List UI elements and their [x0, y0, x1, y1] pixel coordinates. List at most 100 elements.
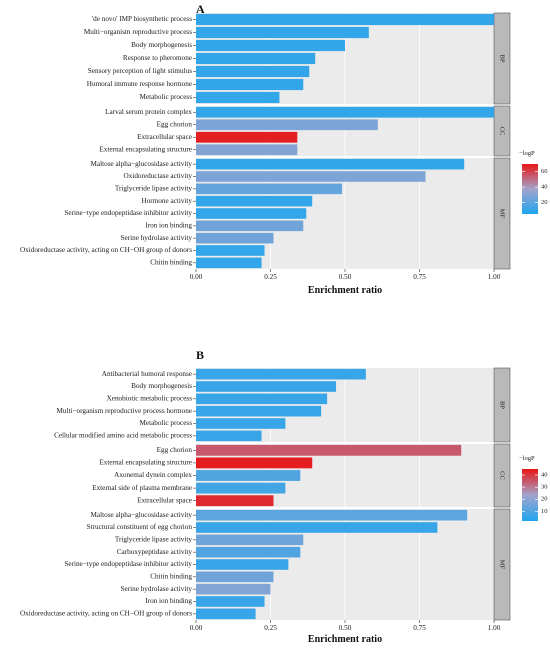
- x-tick-label: 1.00: [488, 624, 501, 632]
- facet-strip: [493, 157, 511, 270]
- bar: [196, 470, 301, 481]
- legend-title: −logP: [519, 150, 535, 157]
- legend-colorbar: [522, 164, 538, 214]
- bar: [196, 208, 307, 219]
- bar: [196, 119, 378, 131]
- bar: [196, 444, 462, 456]
- bar: [196, 13, 494, 26]
- facet-strip: [493, 12, 511, 105]
- bar: [196, 257, 262, 269]
- term-label: Serine−type endopeptidase inhibitor acti…: [64, 560, 192, 568]
- legend-tick-label: 60: [541, 168, 548, 175]
- facet-strip-label-mf: MF: [499, 209, 506, 219]
- bar: [196, 368, 366, 380]
- x-axis-title: Enrichment ratio: [308, 634, 382, 645]
- facet-strip: [493, 367, 511, 443]
- term-label: Larval serum protein complex: [105, 108, 192, 116]
- panel-label: B: [196, 348, 204, 362]
- term-label: Iron ion binding: [145, 221, 192, 229]
- bar: [196, 131, 298, 143]
- panel-A: A BP 'de novo' IMP biosynthetic process Mul…: [20, 2, 548, 296]
- bar: [196, 430, 262, 442]
- x-axis-title: Enrichment ratio: [308, 285, 382, 296]
- term-label: Response to pheromone: [123, 54, 192, 62]
- term-label: Serine hydrolase activity: [121, 585, 193, 593]
- term-label: External encapsulating structure: [99, 459, 192, 467]
- bar: [196, 183, 343, 195]
- term-label: Multi−organism reproductive process horm…: [57, 407, 192, 415]
- facet-strip: [493, 508, 511, 621]
- bar: [196, 171, 426, 182]
- bar: [196, 220, 304, 232]
- legend-tick-label: 40: [541, 472, 548, 479]
- x-tick-label: 0.75: [413, 624, 426, 632]
- bar: [196, 91, 280, 104]
- legend-tick-label: 10: [541, 508, 548, 515]
- bar: [196, 232, 274, 244]
- term-label: Carboxypeptidase activity: [117, 548, 193, 556]
- bar: [196, 457, 313, 469]
- facet-strip-label-bp: BP: [499, 55, 506, 63]
- bar: [196, 482, 286, 494]
- legend-tick-label: 20: [541, 199, 548, 206]
- bar: [196, 571, 274, 583]
- facet-strip: [493, 443, 511, 508]
- facet-strip-label-bp: BP: [499, 401, 506, 409]
- term-label: Sensory perception of light stimulus: [88, 67, 192, 75]
- panel-B: B BP Antibacterial humoral response Body mo…: [20, 348, 548, 645]
- bar: [196, 245, 265, 256]
- term-label: Serine−type endopeptidase inhibitor acti…: [64, 209, 192, 217]
- term-label: Body morphogenesis: [131, 41, 192, 49]
- term-label: Multi−organism reproductive process: [84, 28, 192, 36]
- term-label: Axonemal dynein complex: [114, 471, 192, 479]
- term-label: Serine hydrolase activity: [121, 234, 193, 242]
- bar: [196, 596, 265, 607]
- facet-strip-label-mf: MF: [499, 560, 506, 570]
- bar: [196, 608, 256, 620]
- facet-strip: [493, 105, 511, 157]
- bar: [196, 559, 289, 570]
- term-label: External encapsulating structure: [99, 145, 192, 153]
- term-label: Extracellular space: [137, 496, 192, 504]
- bar: [196, 405, 322, 417]
- term-label: Egg chorion: [157, 120, 193, 128]
- term-label: 'de novo' IMP biosynthetic process: [92, 15, 192, 23]
- term-label: Chitin binding: [150, 572, 192, 580]
- x-tick-label: 0.00: [190, 273, 203, 281]
- bar: [196, 144, 298, 156]
- bar: [196, 534, 304, 546]
- x-tick-label: 1.00: [488, 273, 501, 281]
- term-label: Maltose alpha−glucosidase activity: [91, 511, 193, 519]
- bar: [196, 78, 304, 91]
- bar: [196, 39, 345, 52]
- legend-tick-label: 20: [541, 496, 548, 503]
- bar: [196, 65, 310, 78]
- term-label: Structural constituent of egg chorion: [87, 523, 193, 531]
- bar: [196, 393, 328, 405]
- term-label: Cellular modified amino acid metabolic p…: [54, 431, 192, 439]
- term-label: Body morphogenesis: [131, 382, 192, 390]
- x-tick-label: 0.50: [339, 624, 352, 632]
- term-label: Humoral immune response hormone: [87, 80, 192, 88]
- term-label: Triglyceride lipase activity: [115, 535, 193, 543]
- facet-strip-label-cc: CC: [499, 471, 506, 480]
- bar: [196, 381, 337, 392]
- bar: [196, 195, 313, 207]
- bar: [196, 522, 438, 533]
- bar: [196, 106, 494, 118]
- term-label: Iron ion binding: [145, 597, 192, 605]
- x-tick-label: 0.00: [190, 624, 203, 632]
- term-label: Oxidoreductase activity: [124, 172, 193, 180]
- term-label: Extracellular space: [137, 133, 192, 141]
- bar: [196, 52, 316, 65]
- bar: [196, 546, 301, 558]
- x-tick-label: 0.50: [339, 273, 352, 281]
- facet-strip-label-cc: CC: [499, 127, 506, 136]
- legend-colorbar: [522, 469, 538, 521]
- term-label: Egg chorion: [157, 446, 193, 454]
- legend: −logP 20 40 60: [519, 150, 548, 214]
- bar: [196, 509, 468, 521]
- legend-tick-label: 40: [541, 184, 548, 191]
- term-label: Xenobiotic metabolic process: [107, 394, 193, 402]
